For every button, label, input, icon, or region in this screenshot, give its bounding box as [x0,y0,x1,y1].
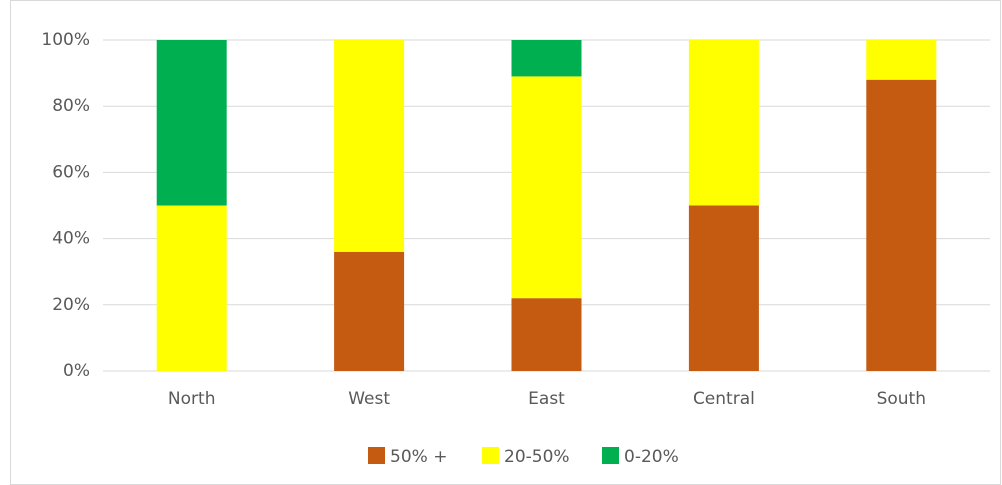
y-tick-label: 60% [52,162,90,182]
bar-segment [688,40,759,206]
legend-label: 0-20% [624,447,679,467]
x-tick-label: Central [693,389,755,409]
legend-swatch [482,447,499,464]
x-tick-label: North [168,389,216,409]
legend-label: 20-50% [504,447,570,467]
bar-segment [866,79,937,371]
y-tick-label: 80% [52,96,90,116]
x-tick-label: East [528,389,565,409]
legend-swatch [602,447,619,464]
x-tick-label: South [877,389,926,409]
bar-segment [156,205,227,371]
bar-segment [334,251,405,371]
bar-segment [688,205,759,371]
y-tick-label: 20% [52,295,90,315]
legend-swatch [368,447,385,464]
bar-segment [511,40,582,77]
y-tick-label: 40% [52,229,90,249]
bar-segment [511,76,582,299]
bar-segment [511,298,582,371]
legend-label: 50% + [390,447,447,467]
y-tick-label: 100% [41,30,90,50]
y-tick-label: 0% [63,361,90,381]
bar-segment [156,40,227,206]
bar-segment [334,40,405,252]
bar-segment [866,40,937,80]
x-tick-label: West [348,389,390,409]
